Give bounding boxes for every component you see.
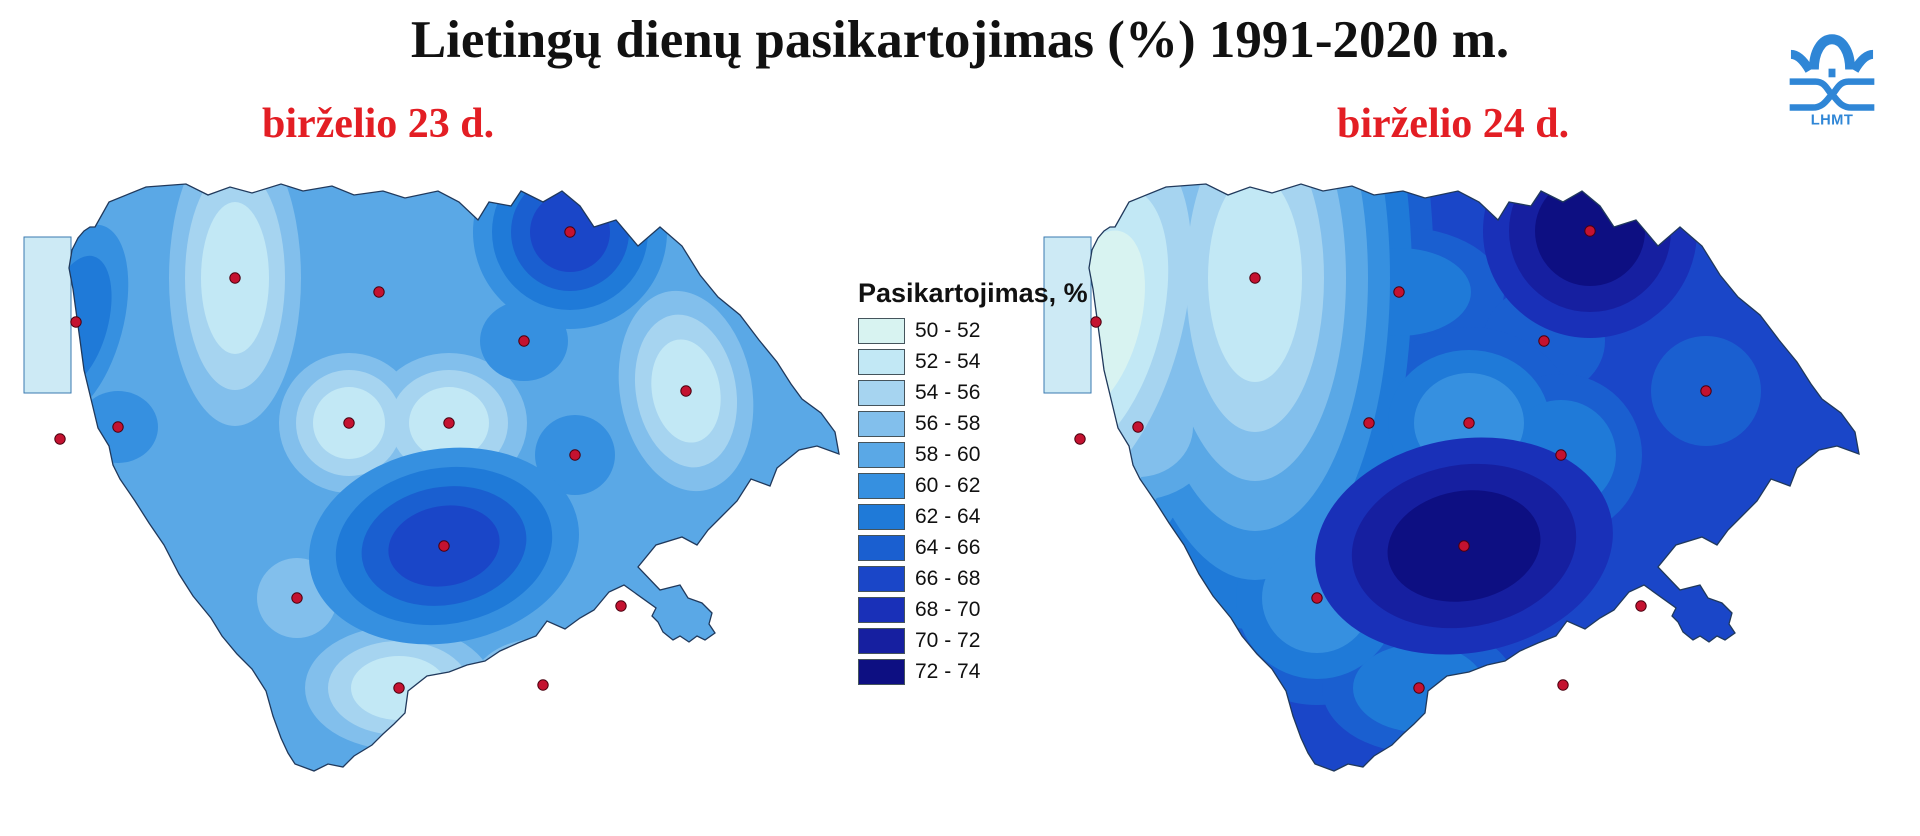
svg-text:LHMT: LHMT [1811, 112, 1853, 128]
